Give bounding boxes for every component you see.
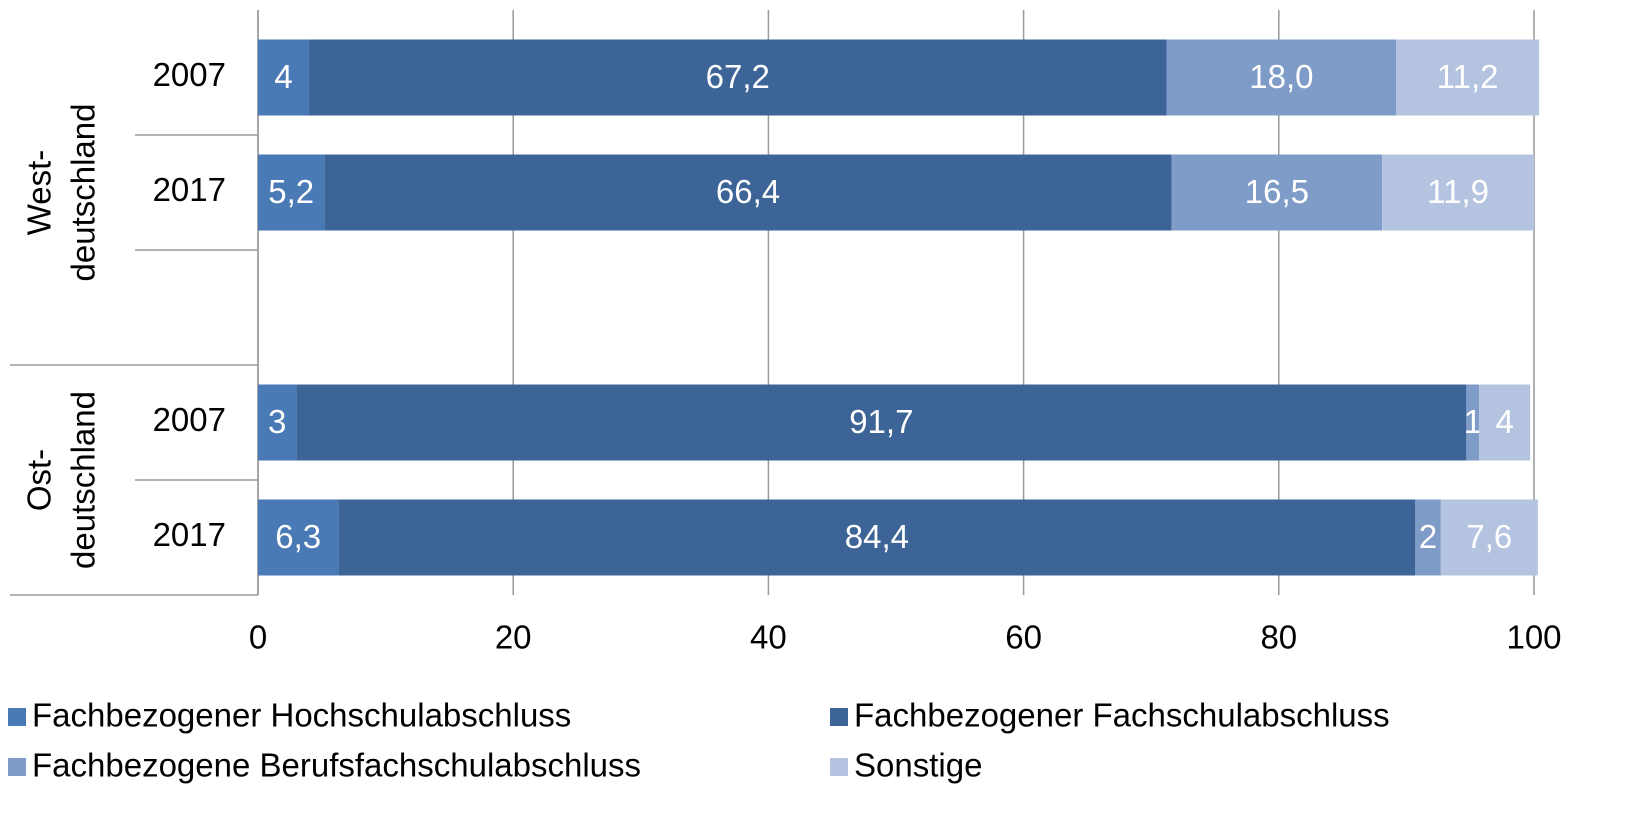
- value-label: 11,9: [1427, 173, 1489, 210]
- bar-segment: [1466, 384, 1480, 461]
- value-label: 4: [1495, 403, 1513, 440]
- value-label: 84,4: [845, 518, 909, 555]
- bar-segment: [1382, 154, 1534, 231]
- value-label: 3: [268, 403, 286, 440]
- bar-segment: [1396, 39, 1540, 116]
- x-tick-label: 60: [1005, 619, 1042, 656]
- bar-segment: [309, 39, 1167, 116]
- bar-segment: [324, 154, 1172, 231]
- value-label: 16,5: [1245, 173, 1309, 210]
- legend-swatch: [830, 758, 848, 776]
- legend-swatch: [8, 758, 26, 776]
- value-label: 4: [274, 58, 292, 95]
- y-tick-label: 2017: [153, 516, 226, 553]
- legend-swatch: [830, 708, 848, 726]
- value-label: 5,2: [268, 173, 314, 210]
- bar-segment: [1440, 499, 1538, 576]
- value-label: 66,4: [716, 173, 780, 210]
- value-label: 18,0: [1249, 58, 1313, 95]
- group-label: Ost-: [21, 449, 58, 511]
- group-label: deutschland: [65, 104, 102, 282]
- value-label: 1: [1464, 403, 1482, 440]
- bar-segment: [296, 384, 1467, 461]
- x-tick-label: 100: [1506, 619, 1561, 656]
- bar-segment: [258, 384, 297, 461]
- value-label: 91,7: [849, 403, 913, 440]
- bar-segment: [1166, 39, 1397, 116]
- bar-segment: [338, 499, 1416, 576]
- bar-segment: [1171, 154, 1383, 231]
- y-tick-label: 2017: [153, 171, 226, 208]
- bar-segment: [1479, 384, 1531, 461]
- bar-segment: [258, 154, 325, 231]
- bar-segment: [258, 499, 339, 576]
- x-tick-label: 40: [750, 619, 787, 656]
- y-tick-label: 2007: [153, 56, 226, 93]
- group-label: deutschland: [65, 391, 102, 569]
- legend-swatch: [8, 708, 26, 726]
- group-label: West-: [21, 150, 58, 236]
- legend-label: Fachbezogene Berufsfachschulabschluss: [32, 747, 641, 784]
- value-label: 67,2: [706, 58, 770, 95]
- bar-segment: [258, 39, 310, 116]
- value-label: 7,6: [1466, 518, 1512, 555]
- x-tick-label: 0: [249, 619, 267, 656]
- y-tick-label: 2007: [153, 401, 226, 438]
- value-label: 6,3: [275, 518, 321, 555]
- legend-label: Fachbezogener Hochschulabschluss: [32, 697, 571, 734]
- x-tick-label: 80: [1260, 619, 1297, 656]
- value-label: 2: [1419, 518, 1437, 555]
- value-label: 11,2: [1437, 58, 1499, 95]
- legend-label: Fachbezogener Fachschulabschluss: [854, 697, 1390, 734]
- x-tick-label: 20: [495, 619, 532, 656]
- bar-segment: [1415, 499, 1441, 576]
- legend-label: Sonstige: [854, 747, 982, 784]
